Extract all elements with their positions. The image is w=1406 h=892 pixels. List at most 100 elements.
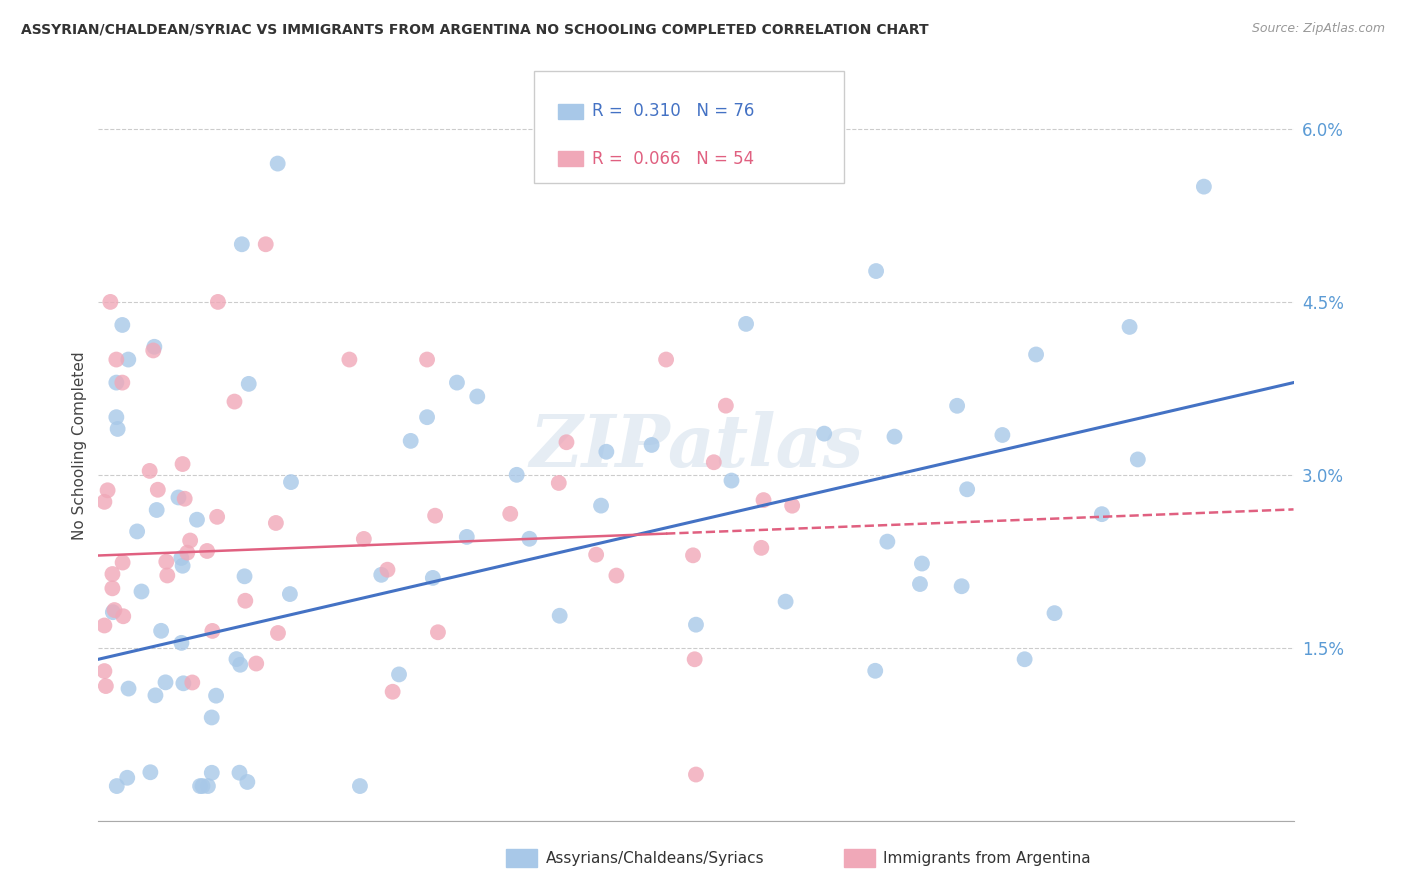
Point: [946, 399, 969, 413]
Point: [105, 779, 128, 793]
Point: [547, 475, 569, 490]
Point: [105, 410, 128, 425]
Point: [399, 434, 422, 448]
Point: [423, 508, 446, 523]
Point: [519, 532, 541, 546]
Point: [682, 549, 704, 563]
Point: [138, 464, 160, 478]
Point: [950, 579, 973, 593]
Point: [1126, 452, 1149, 467]
Point: [388, 667, 411, 681]
Point: [267, 156, 290, 170]
Point: [179, 533, 201, 548]
Point: [170, 636, 193, 650]
Point: [146, 483, 169, 497]
Point: [145, 689, 167, 703]
Point: [201, 624, 224, 638]
Point: [1025, 347, 1047, 361]
Text: R =  0.066   N = 54: R = 0.066 N = 54: [592, 150, 754, 168]
Point: [865, 664, 887, 678]
Point: [105, 376, 128, 390]
Text: R =  0.310   N = 76: R = 0.310 N = 76: [592, 103, 754, 120]
Point: [97, 483, 120, 498]
Point: [683, 652, 706, 666]
Point: [370, 567, 392, 582]
Point: [127, 524, 149, 539]
Point: [139, 765, 162, 780]
Point: [172, 558, 194, 573]
Point: [446, 376, 468, 390]
Point: [506, 467, 529, 482]
Point: [228, 765, 250, 780]
Point: [264, 516, 287, 530]
Point: [176, 546, 198, 560]
Point: [353, 532, 375, 546]
Point: [991, 428, 1014, 442]
Point: [1192, 179, 1215, 194]
Point: [585, 548, 607, 562]
Point: [780, 499, 803, 513]
Point: [233, 569, 256, 583]
Point: [94, 679, 117, 693]
Point: [111, 318, 134, 332]
Point: [112, 609, 135, 624]
Point: [876, 534, 898, 549]
Point: [229, 657, 252, 672]
Point: [685, 617, 707, 632]
Point: [117, 352, 139, 367]
Point: [93, 495, 115, 509]
Point: [1118, 319, 1140, 334]
Point: [195, 544, 218, 558]
Point: [456, 530, 478, 544]
Point: [640, 438, 662, 452]
Point: [233, 593, 256, 607]
Point: [685, 767, 707, 781]
Point: [703, 455, 725, 469]
Point: [236, 775, 259, 789]
Point: [142, 343, 165, 358]
Point: [381, 685, 404, 699]
Point: [167, 491, 190, 505]
Point: [143, 340, 166, 354]
Point: [186, 513, 208, 527]
Point: [813, 426, 835, 441]
Point: [201, 765, 224, 780]
Point: [377, 563, 399, 577]
Point: [105, 352, 128, 367]
Point: [93, 664, 115, 678]
Point: [956, 483, 979, 497]
Point: [115, 771, 138, 785]
Point: [231, 237, 253, 252]
Point: [883, 429, 905, 443]
Point: [1091, 507, 1114, 521]
Point: [720, 474, 742, 488]
Point: [1014, 652, 1036, 666]
Point: [426, 625, 449, 640]
Point: [205, 509, 228, 524]
Point: [173, 491, 195, 506]
Point: [280, 475, 302, 489]
Point: [131, 584, 153, 599]
Point: [238, 376, 260, 391]
Point: [714, 399, 737, 413]
Point: [595, 444, 617, 458]
Point: [205, 689, 228, 703]
Point: [107, 422, 129, 436]
Point: [555, 435, 578, 450]
Point: [245, 657, 267, 671]
Point: [752, 493, 775, 508]
Point: [145, 503, 167, 517]
Point: [735, 317, 758, 331]
Point: [224, 394, 246, 409]
Point: [103, 603, 125, 617]
Point: [150, 624, 173, 638]
Point: [172, 676, 194, 690]
Point: [197, 779, 219, 793]
Text: Assyrians/Chaldeans/Syriacs: Assyrians/Chaldeans/Syriacs: [546, 851, 763, 865]
Point: [188, 779, 211, 793]
Text: Immigrants from Argentina: Immigrants from Argentina: [883, 851, 1091, 865]
Point: [101, 605, 124, 619]
Point: [911, 557, 934, 571]
Point: [191, 779, 214, 793]
Point: [655, 352, 678, 367]
